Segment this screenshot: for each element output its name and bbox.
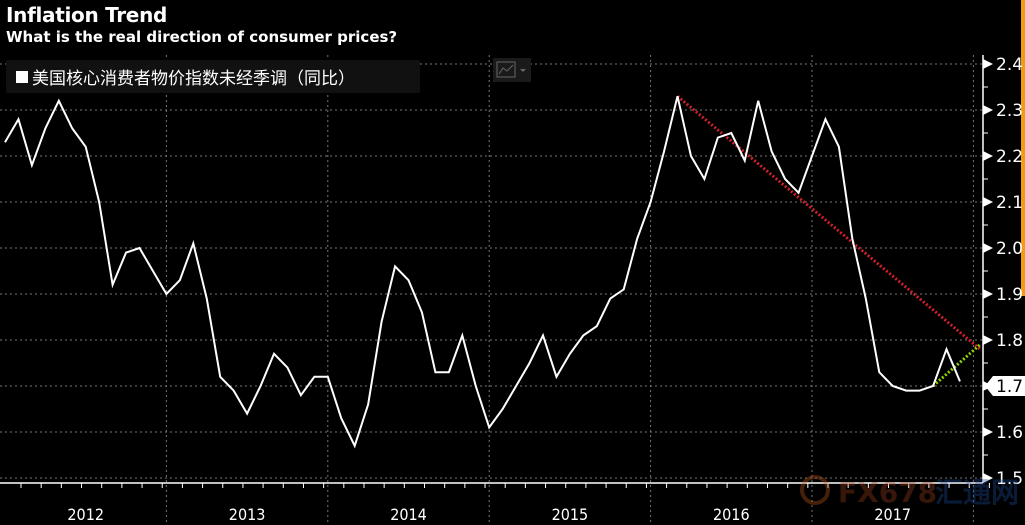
watermark: FX678 汇通网 xyxy=(800,475,1019,509)
y-tick-mark xyxy=(983,243,993,253)
y-tick-mark xyxy=(983,427,993,437)
x-tick-label: 2014 xyxy=(390,505,427,524)
legend[interactable]: 美国核心消费者物价指数未经季调（同比） xyxy=(6,60,420,93)
x-tick-label: 2015 xyxy=(552,505,589,524)
y-tick-label: 2.1 xyxy=(996,193,1023,213)
y-tick-mark xyxy=(983,335,993,345)
last-value-label: 1.7 xyxy=(996,377,1023,397)
x-tick-label: 2012 xyxy=(67,505,104,524)
y-tick-label: 2.0 xyxy=(996,239,1023,259)
y-tick-label: 2.2 xyxy=(996,147,1023,167)
legend-label: 美国核心消费者物价指数未经季调（同比） xyxy=(32,69,355,89)
y-tick-label: 1.5 xyxy=(996,469,1023,489)
x-tick-label: 2016 xyxy=(713,505,750,524)
chart-subtitle: What is the real direction of consumer p… xyxy=(6,28,398,46)
trendline-downtrend xyxy=(676,95,982,351)
chart-title: Inflation Trend xyxy=(6,3,168,27)
y-tick-mark xyxy=(983,289,993,299)
y-tick-label: 2.3 xyxy=(996,101,1023,121)
y-tick-label: 1.9 xyxy=(996,285,1023,305)
orange-accent-bar xyxy=(1021,0,1025,296)
x-tick-label: 2017 xyxy=(874,505,911,524)
y-tick-mark xyxy=(983,59,993,69)
trendline-uptrend xyxy=(932,343,982,388)
y-tick-label: 2.4 xyxy=(996,55,1023,75)
legend-swatch xyxy=(16,70,28,83)
chart-type-button[interactable] xyxy=(493,58,531,82)
svg-text:汇通网: 汇通网 xyxy=(935,476,1019,509)
line-chart-icon xyxy=(496,61,526,78)
y-tick-mark xyxy=(983,105,993,115)
y-tick-mark xyxy=(983,473,993,483)
y-tick-mark xyxy=(983,151,993,161)
x-tick-label: 2013 xyxy=(229,505,266,524)
last-value-badge xyxy=(985,376,1025,396)
y-tick-mark xyxy=(983,197,993,207)
y-tick-label: 1.6 xyxy=(996,423,1023,443)
y-tick-label: 1.8 xyxy=(996,331,1023,351)
svg-text:FX678: FX678 xyxy=(838,476,937,509)
series-line xyxy=(4,95,961,449)
